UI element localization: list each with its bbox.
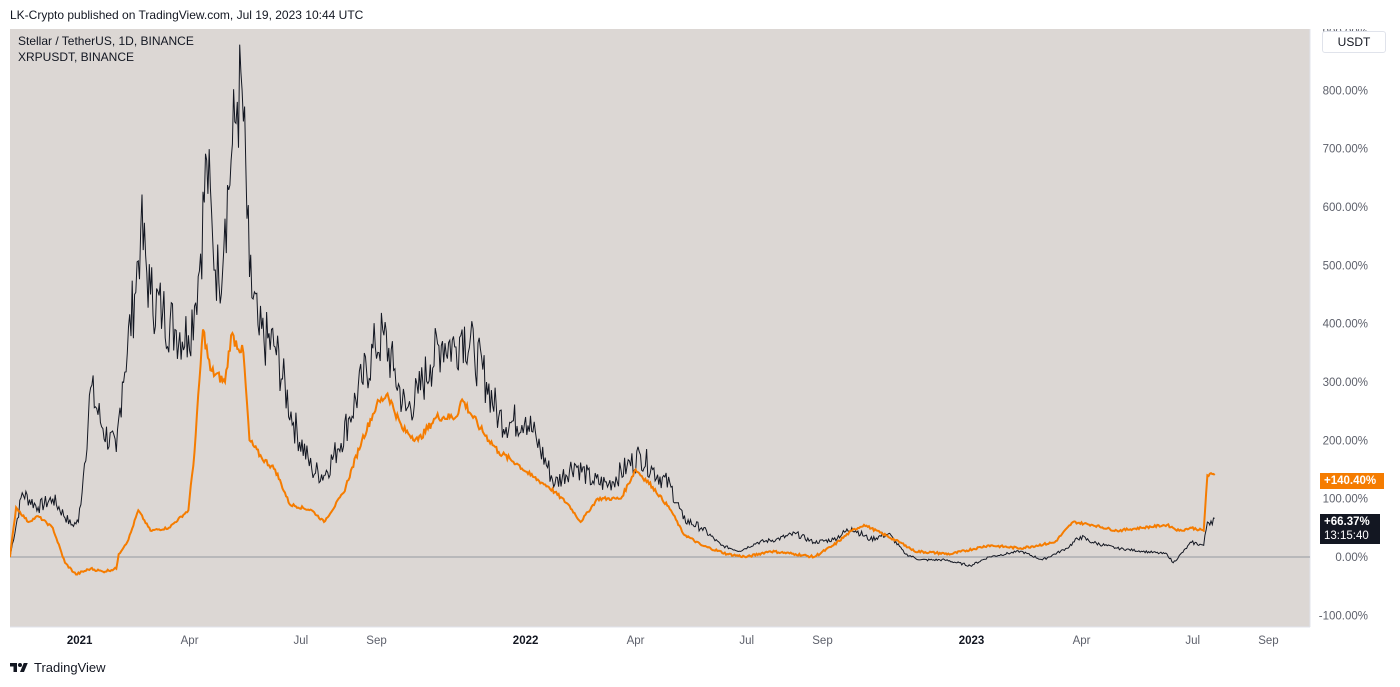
x-tick-label: Jul: [1185, 635, 1200, 647]
time-axis-ticks: 2021 Apr Jul Sep 2022 Apr Jul Sep 2023 Apr Jul Sep: [67, 635, 1279, 647]
y-tick-label: 600.00%: [1323, 202, 1368, 214]
x-tick-label: Jul: [293, 635, 308, 647]
y-tick-label: 200.00%: [1323, 435, 1368, 447]
y-tick-label: 100.00%: [1323, 494, 1368, 506]
x-tick-label: 2023: [959, 635, 985, 647]
series-line-xlm: [10, 44, 1215, 567]
footer-branding[interactable]: TradingView: [10, 660, 106, 675]
x-tick-label: 2021: [67, 635, 93, 647]
y-tick-label: 400.00%: [1323, 319, 1368, 331]
x-tick-label: Jul: [739, 635, 754, 647]
currency-selector-button[interactable]: USDT: [1322, 31, 1386, 53]
bar-countdown-badge: 13:15:40: [1320, 528, 1380, 544]
x-tick-label: Sep: [366, 635, 386, 647]
chart-area[interactable]: 900.00%800.00%700.00%600.00%500.00%400.0…: [10, 29, 1390, 654]
legend-compare-symbol[interactable]: XRPUSDT, BINANCE: [18, 50, 134, 64]
xlm-last-value-badge: +66.37%: [1320, 514, 1380, 530]
x-tick-label: Sep: [812, 635, 832, 647]
legend-main-symbol[interactable]: Stellar / TetherUS, 1D, BINANCE: [18, 34, 194, 48]
x-tick-label: Sep: [1258, 635, 1278, 647]
publisher-header: LK-Crypto published on TradingView.com, …: [10, 8, 364, 22]
price-chart[interactable]: 900.00%800.00%700.00%600.00%500.00%400.0…: [10, 29, 1390, 654]
time-axis-background: [10, 627, 1390, 654]
series-line-xrp: [10, 329, 1216, 576]
y-tick-label: 300.00%: [1323, 377, 1368, 389]
x-tick-label: 2022: [513, 635, 539, 647]
y-tick-label: -100.00%: [1319, 610, 1368, 622]
x-tick-label: Apr: [1073, 635, 1091, 647]
x-tick-label: Apr: [181, 635, 199, 647]
y-tick-label: 0.00%: [1335, 552, 1368, 564]
y-tick-label: 500.00%: [1323, 260, 1368, 272]
plot-background: [10, 29, 1310, 627]
y-tick-label: 700.00%: [1323, 144, 1368, 156]
footer-brand-name: TradingView: [34, 660, 106, 675]
y-tick-label: 800.00%: [1323, 85, 1368, 97]
tradingview-logo-icon: [10, 662, 28, 672]
xrp-last-value-badge: +140.40%: [1320, 473, 1384, 489]
x-tick-label: Apr: [627, 635, 645, 647]
